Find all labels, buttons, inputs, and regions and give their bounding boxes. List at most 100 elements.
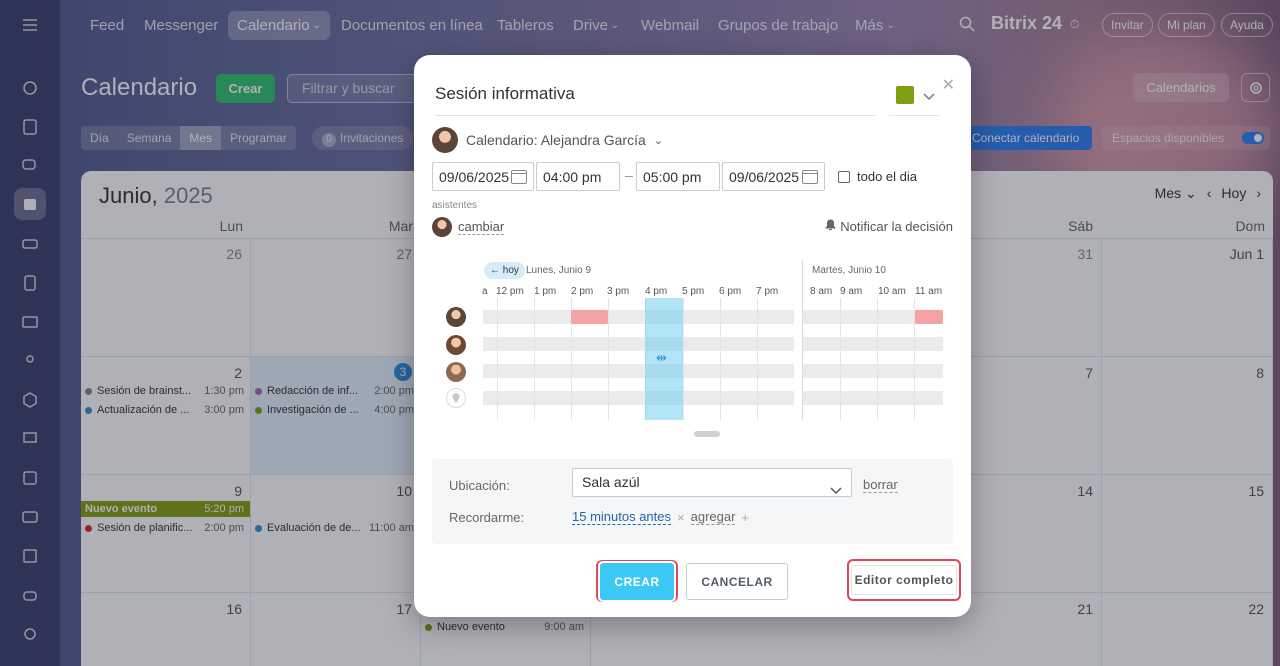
nav-webmail[interactable]: Webmail [641,17,700,34]
calendar-event[interactable]: Sesión de planific... 2:00 pm [85,520,244,536]
availability-planner[interactable]: ← hoy Lunes, Junio 9 Martes, Junio 10 a … [442,260,947,440]
tasks-icon[interactable] [14,462,46,494]
date-to-field[interactable]: 09/06/2025 [722,162,825,191]
search-icon[interactable] [959,16,975,37]
crm-icon[interactable] [14,501,46,533]
day-cell[interactable]: Nuevo evento 9:00 am [421,593,591,666]
prev-arrow-icon[interactable]: ‹ [1206,185,1212,201]
remove-reminder-icon[interactable]: × [677,509,685,525]
new-event-banner[interactable]: Nuevo evento 5:20 pm [81,501,250,517]
day-cell[interactable]: 9 Nuevo evento 5:20 pm Sesión de planific… [81,475,251,593]
document-icon[interactable] [14,267,46,299]
day-cell[interactable]: 31 [932,238,1102,357]
calendar-event[interactable]: Nuevo evento 9:00 am [425,619,584,635]
calendar-event[interactable]: Sesión de brainst... 1:30 pm [85,383,244,399]
robot-icon[interactable] [14,579,46,611]
color-selector[interactable] [889,80,939,116]
toggle-switch[interactable] [1242,132,1264,144]
day-cell[interactable]: 2 Sesión de brainst... 1:30 pm Actualizac… [81,357,251,475]
day-cell[interactable]: 8 [1102,357,1273,475]
invite-button[interactable]: Invitar [1102,13,1153,37]
notify-decision[interactable]: Notificar la decisión [825,219,953,234]
change-attendees-link[interactable]: cambiar [458,219,505,235]
nav-feed[interactable]: Feed [90,17,125,34]
today-button[interactable]: Hoy [1221,185,1247,201]
calendars-button[interactable]: Calendarios [1133,73,1229,102]
connect-calendar-button[interactable]: Conectar calendario [966,126,1092,150]
create-button[interactable]: Crear [216,74,275,103]
tab-dia[interactable]: Día [90,131,109,145]
presentation-icon[interactable] [14,423,46,455]
tab-mes[interactable]: Mes [180,126,222,150]
day-cell[interactable]: 14 [932,475,1102,593]
schedule-icon[interactable] [14,540,46,572]
hour-label: 5 pm [682,286,705,297]
day-cell[interactable]: 15 [1102,475,1273,593]
clear-location-link[interactable]: borrar [863,477,898,493]
time-from-field[interactable]: 04:00 pm [536,162,620,191]
drag-handle-icon[interactable]: ⇹ [656,350,667,365]
calendar-event[interactable]: Actualización de ... 3:00 pm [85,402,244,418]
nav-mas[interactable]: Más ⌄ [846,11,904,40]
mail-icon[interactable] [14,306,46,338]
day-cell[interactable]: 22 [1102,593,1273,666]
drive-icon[interactable] [14,228,46,260]
calendar-event[interactable]: Evaluación de de... 11:00 am [255,520,414,536]
calendar-selector[interactable]: Calendario: Alejandra García ⌄ [432,127,663,153]
date-to-value: 09/06/2025 [729,168,800,185]
nav-messenger[interactable]: Messenger [144,17,219,34]
create-event-button[interactable]: CREAR [598,561,676,602]
chat-icon[interactable] [14,150,46,182]
attendees-row: cambiar [432,217,505,237]
plus-icon[interactable]: + [741,509,750,525]
groups-icon[interactable] [14,345,46,377]
date-from-field[interactable]: 09/06/2025 [432,162,534,191]
menu-icon[interactable] [14,9,46,41]
nav-drive[interactable]: Drive ⌄ [564,11,628,40]
hexagon-icon[interactable] [14,384,46,416]
add-reminder-link[interactable]: agregar [690,509,736,525]
reminder-value[interactable]: 15 minutos antes [572,509,672,525]
settings-icon[interactable] [14,618,46,650]
day-cell[interactable]: 21 [932,593,1102,666]
calendar-picker-icon[interactable] [511,170,527,184]
feed-icon[interactable] [14,111,46,143]
day-cell-today[interactable]: 3 Redacción de inf... 2:00 pm Investigaci… [251,357,421,475]
nav-calendario[interactable]: Calendario ⌄ [228,11,330,40]
planner-resize-handle[interactable] [694,431,720,437]
activity-icon[interactable] [14,72,46,104]
day-cell[interactable]: Jun 1 [1102,238,1273,357]
tab-semana[interactable]: Semana [126,131,172,145]
close-icon[interactable]: ✕ [941,77,955,94]
nav-grupos[interactable]: Grupos de trabajo [718,17,839,34]
cancel-button[interactable]: CANCELAR [686,563,788,600]
event-time: 3:00 pm [204,404,244,416]
view-select[interactable]: Mes ⌄ [1155,185,1197,202]
day-cell[interactable]: 16 [81,593,251,666]
calendar-icon[interactable] [14,188,46,220]
time-to-field[interactable]: 05:00 pm [636,162,720,191]
location-select[interactable]: Sala azúl [572,468,852,497]
nav-tableros[interactable]: Tableros [497,17,554,34]
next-arrow-icon[interactable]: › [1256,185,1261,201]
my-plan-button[interactable]: Mi plan [1158,13,1215,37]
invitations-filter[interactable]: 0 Invitaciones [312,126,414,150]
day-cell[interactable]: 7 [932,357,1102,475]
help-button[interactable]: Ayuda [1221,13,1273,37]
day-cell[interactable]: 17 [251,593,421,666]
day-cell[interactable]: 26 [81,238,251,357]
full-editor-button[interactable]: Editor completo [851,565,957,595]
filter-search-input[interactable]: Filtrar y buscar [287,74,427,103]
today-pill[interactable]: ← hoy [484,262,525,279]
calendar-event[interactable]: Investigación de ... 4:00 pm [255,402,414,418]
selected-time-slot[interactable]: ⇹ [645,298,683,420]
clock-icon[interactable]: ⏱ [1070,17,1080,31]
tab-programar[interactable]: Programar [230,131,287,145]
all-day-checkbox[interactable] [838,171,850,183]
gear-icon[interactable] [1241,73,1270,102]
nav-documentos[interactable]: Documentos en línea [341,17,483,34]
calendar-picker-icon[interactable] [802,170,818,184]
available-spaces-toggle[interactable]: Espacios disponibles [1102,126,1270,150]
event-title-input[interactable]: Sesión informativa [435,80,876,116]
calendar-event[interactable]: Redacción de inf... 2:00 pm [255,383,414,399]
